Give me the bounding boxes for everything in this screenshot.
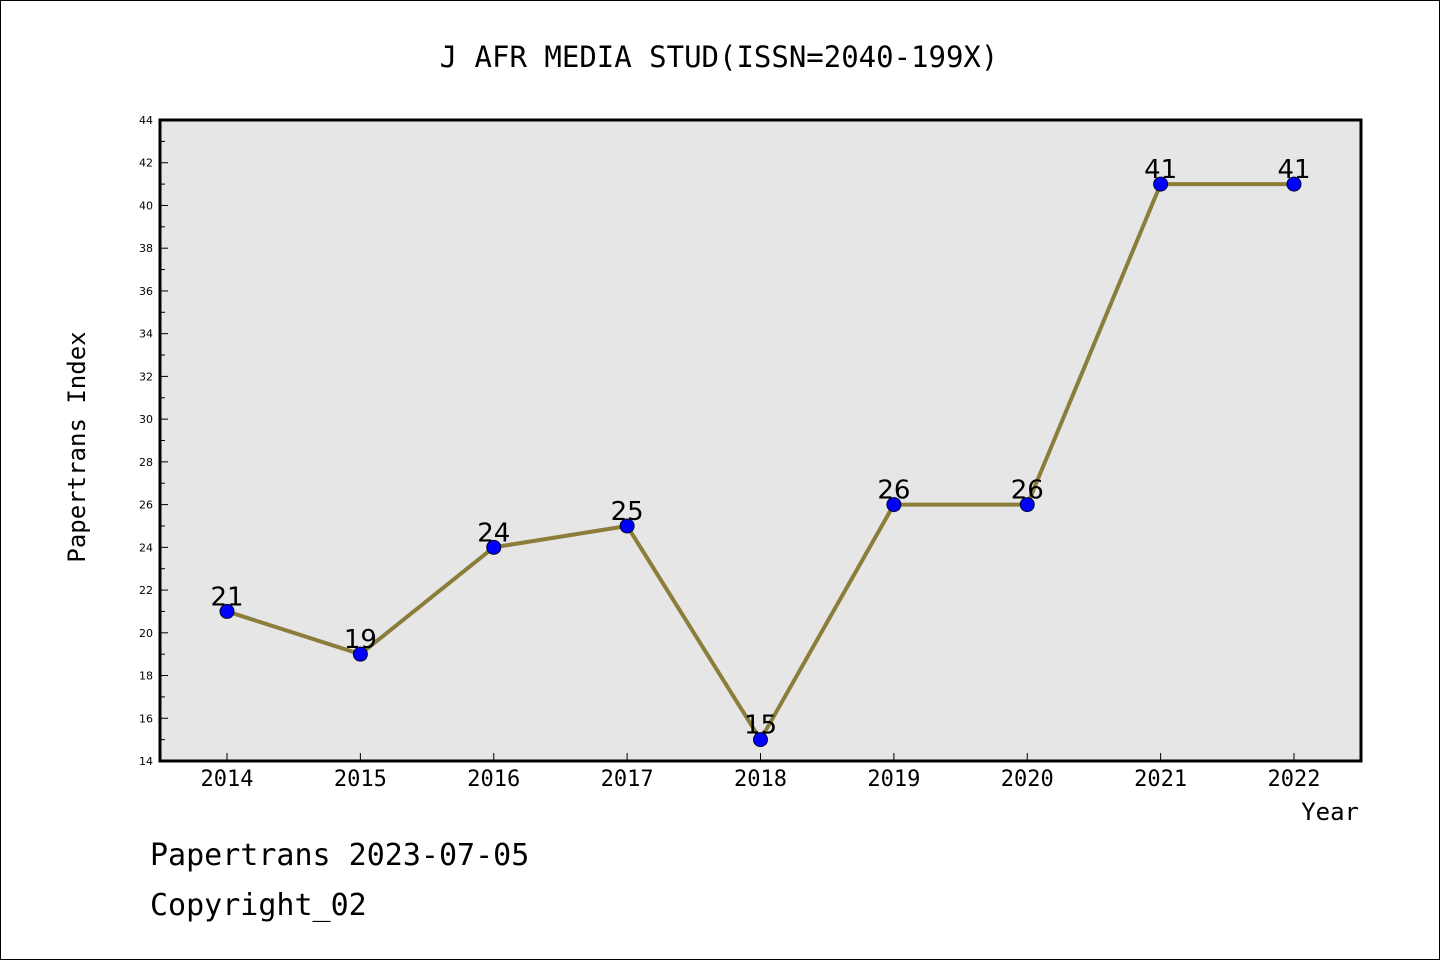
- y-tick-label: 20: [139, 627, 153, 640]
- y-tick-label: 38: [139, 242, 153, 255]
- chart-title: J AFR MEDIA STUD(ISSN=2040-199X): [440, 40, 999, 74]
- data-point: [619, 518, 635, 534]
- x-axis-label: Year: [1301, 798, 1359, 826]
- y-tick-label: 30: [139, 413, 153, 426]
- data-point: [1153, 176, 1169, 192]
- y-tick-label: 44: [139, 114, 153, 127]
- x-tick-label: 2017: [601, 767, 654, 792]
- data-point: [753, 732, 768, 748]
- data-point: [219, 603, 235, 619]
- x-tick-label: 2015: [334, 767, 387, 792]
- y-axis: 14 16 18 20 22 24 26 28 30 32 34 36 38 40 42 44: [139, 114, 168, 768]
- x-tick-label: 2022: [1268, 767, 1321, 792]
- plot-area: [158, 118, 1363, 763]
- data-label: 15: [744, 711, 777, 741]
- data-point: [352, 646, 368, 662]
- data-label: 19: [344, 625, 377, 655]
- data-point: [1019, 497, 1035, 513]
- x-tick-label: 2018: [734, 767, 787, 792]
- x-tick-label: 2021: [1134, 767, 1187, 792]
- y-tick-label: 24: [139, 541, 153, 554]
- y-tick-label: 40: [139, 199, 153, 212]
- data-label: 21: [210, 582, 243, 612]
- y-axis-label: Papertrans Index: [63, 331, 91, 562]
- x-tick-label: 2019: [867, 767, 920, 792]
- x-tick-label: 2016: [467, 767, 520, 792]
- data-label: 26: [1011, 476, 1044, 506]
- data-label: 26: [877, 476, 910, 506]
- y-tick-label: 42: [139, 157, 153, 170]
- y-tick-label: 14: [139, 755, 153, 768]
- data-label: 25: [611, 497, 644, 527]
- y-tick-label: 32: [139, 370, 153, 383]
- footer-copyright: Copyright_02: [150, 888, 367, 923]
- data-label: 41: [1277, 155, 1310, 185]
- y-tick-label: 18: [139, 670, 153, 683]
- x-tick-label: 2014: [201, 767, 254, 792]
- series-layer: 21 19 24 25 15 26 26 41 41: [210, 155, 1311, 748]
- data-label: 24: [477, 518, 510, 548]
- data-point: [886, 497, 902, 513]
- y-tick-label: 34: [139, 328, 153, 341]
- y-tick-label: 28: [139, 456, 153, 469]
- y-tick-label: 36: [139, 285, 153, 298]
- data-label: 41: [1144, 155, 1177, 185]
- footer-date: Papertrans 2023-07-05: [150, 838, 529, 873]
- x-tick-label: 2020: [1001, 767, 1054, 792]
- y-tick-label: 16: [139, 712, 153, 725]
- data-point: [1286, 176, 1302, 192]
- x-axis: 2014 2015 2016 2017 2018 2019 2020 2021 2022: [201, 753, 1321, 792]
- y-tick-label: 26: [139, 499, 153, 512]
- data-point: [486, 539, 502, 555]
- y-tick-label: 22: [139, 584, 153, 597]
